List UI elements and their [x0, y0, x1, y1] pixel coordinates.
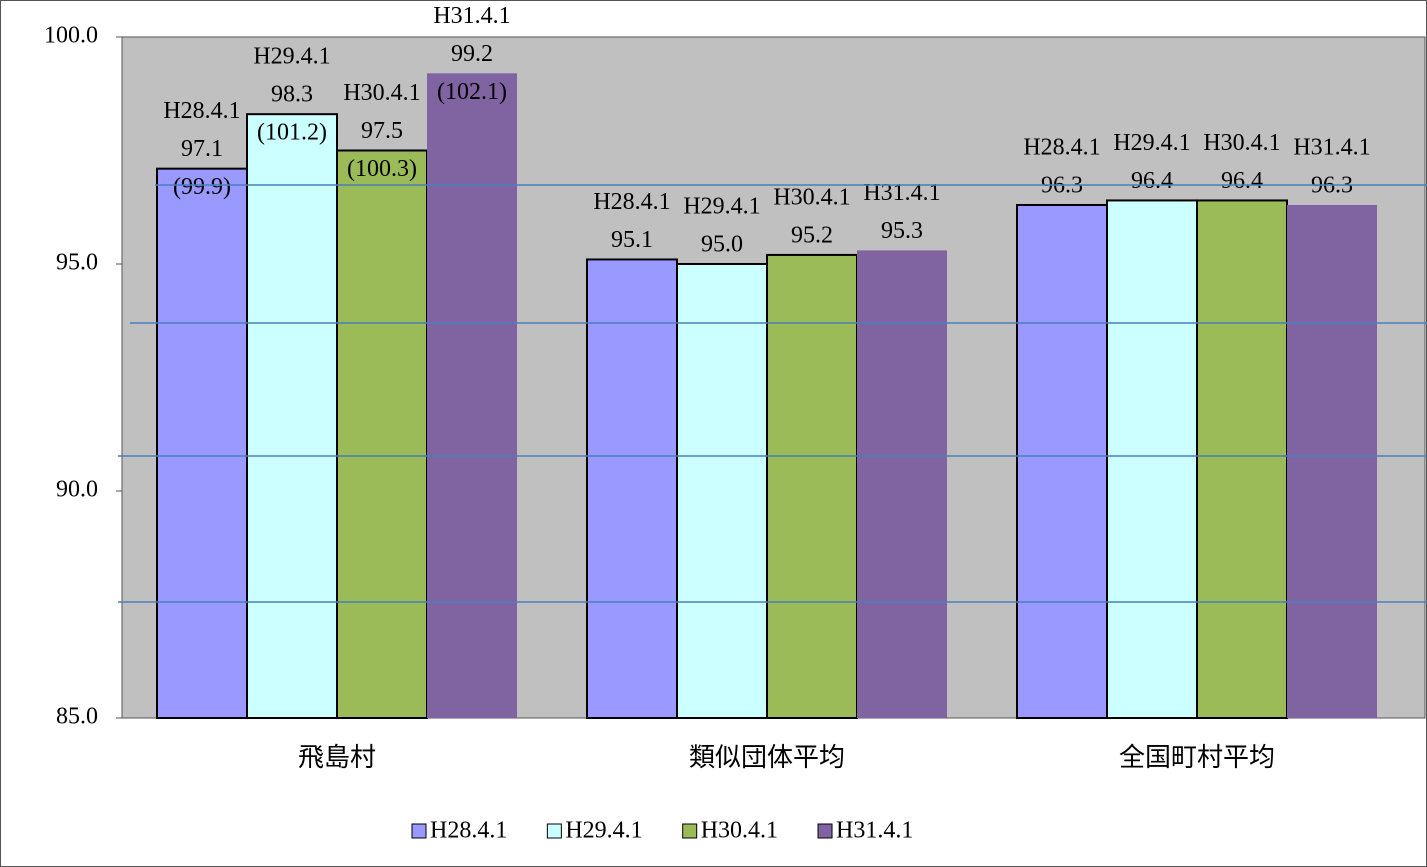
- bars: [156, 73, 1377, 720]
- data-label: (100.3): [347, 156, 417, 182]
- data-label: H30.4.1: [773, 184, 850, 210]
- data-label: H30.4.1: [343, 80, 420, 106]
- data-label: 96.4: [1221, 168, 1263, 194]
- labels: H28.4.1 97.1 (99.9) H29.4.1 98.3 (101.2) H30.4…: [163, 3, 1370, 258]
- data-label: H29.4.1: [1113, 130, 1190, 156]
- data-label: H31.4.1: [1293, 134, 1370, 160]
- data-label: H29.4.1: [683, 194, 760, 220]
- legend-swatch: [817, 823, 833, 839]
- bar: [1196, 199, 1288, 719]
- data-label: 95.1: [611, 227, 653, 253]
- bar: [336, 149, 428, 719]
- x-tick-label: 全国町村平均: [1119, 743, 1275, 772]
- legend-label: H28.4.1: [430, 818, 507, 844]
- data-label: (101.2): [257, 120, 327, 146]
- legend-swatch: [682, 823, 698, 839]
- data-label: 95.2: [791, 222, 833, 248]
- y-tick-label: 85.0: [56, 704, 98, 730]
- data-label: H30.4.1: [1203, 130, 1280, 156]
- bar: [857, 250, 947, 718]
- bar: [1287, 204, 1377, 719]
- legend-label: H29.4.1: [565, 818, 642, 844]
- y-tick-label: 90.0: [56, 477, 98, 503]
- data-label: (99.9): [173, 174, 231, 200]
- y-tick-label: 100.0: [44, 23, 98, 49]
- data-label: 97.5: [361, 118, 403, 144]
- data-label: 95.0: [701, 232, 743, 258]
- data-label: H28.4.1: [1023, 134, 1100, 160]
- bar: [766, 253, 858, 719]
- data-label: H28.4.1: [163, 98, 240, 124]
- data-label: H31.4.1: [863, 180, 940, 206]
- data-label: 97.1: [181, 136, 223, 162]
- x-tick-label: 飛島村: [298, 743, 376, 772]
- legend-swatch: [546, 823, 562, 839]
- bar: [156, 167, 248, 720]
- x-tick-label: 類似団体平均: [689, 743, 845, 772]
- data-label: 95.3: [881, 218, 923, 244]
- y-tick-label: 95.0: [56, 250, 98, 276]
- data-label: 98.3: [271, 82, 313, 108]
- bar: [1106, 199, 1198, 719]
- legend-label: H30.4.1: [701, 818, 778, 844]
- data-label: 96.4: [1131, 168, 1173, 194]
- legend-swatch: [411, 823, 427, 839]
- bar: [246, 113, 338, 720]
- bar: [676, 263, 768, 719]
- data-label: H31.4.1: [433, 3, 510, 29]
- data-label: (102.1): [437, 79, 507, 105]
- data-label: 99.2: [451, 41, 493, 67]
- legend-label: H31.4.1: [836, 818, 913, 844]
- bar: [1016, 203, 1108, 720]
- bar: [586, 258, 678, 719]
- bar: [427, 73, 517, 718]
- data-label: H29.4.1: [253, 44, 330, 70]
- data-label: H28.4.1: [593, 189, 670, 215]
